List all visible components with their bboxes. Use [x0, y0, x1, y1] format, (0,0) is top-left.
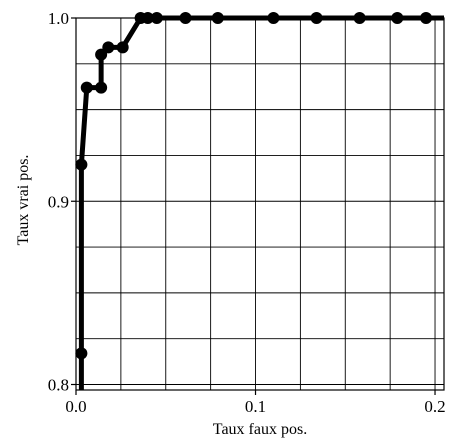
roc-point	[102, 41, 115, 54]
plot-frame	[75, 17, 445, 391]
x-tick-label: 0.2	[424, 397, 445, 416]
y-tick-label: 0.8	[48, 376, 69, 395]
x-tick-label: 0.0	[65, 397, 86, 416]
roc-point	[95, 48, 108, 61]
y-tick-label: 1.0	[48, 9, 69, 28]
y-tick-label: 0.9	[48, 192, 69, 211]
roc-point	[95, 81, 108, 94]
y-axis-label: Taux vrai pos.	[15, 155, 32, 246]
roc-point	[116, 41, 129, 54]
roc-point	[80, 81, 93, 94]
tick-labels: 0.0 0.1 0.2 0.8 0.9 1.0	[48, 9, 446, 416]
x-tick-label: 0.1	[245, 397, 266, 416]
roc-point	[75, 347, 88, 360]
x-axis-label: Taux faux pos.	[213, 421, 307, 438]
roc-point	[75, 158, 88, 171]
